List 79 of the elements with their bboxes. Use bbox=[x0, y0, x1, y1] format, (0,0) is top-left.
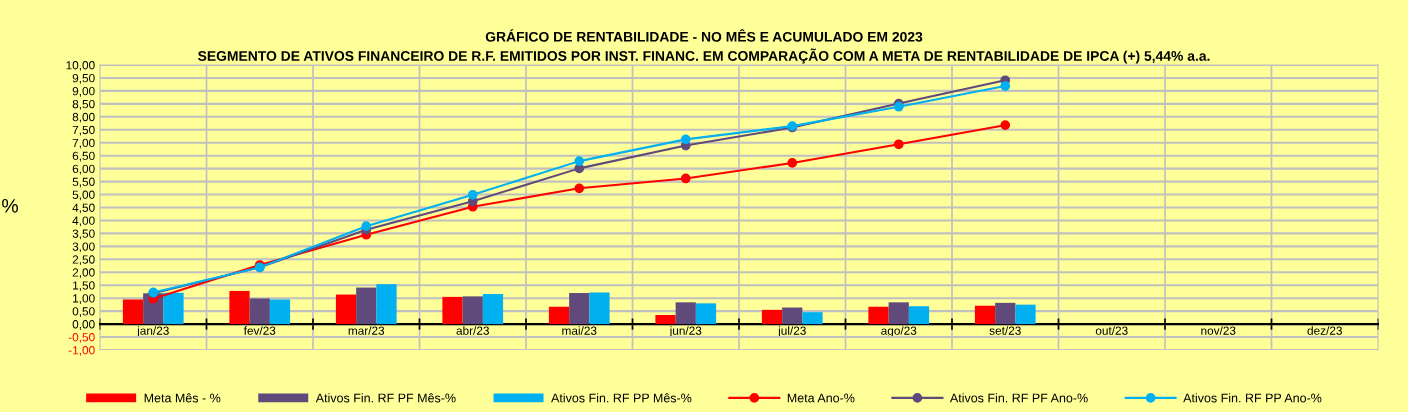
point bbox=[574, 183, 585, 194]
x-tick-label: mai/23 bbox=[562, 326, 597, 335]
point bbox=[1000, 120, 1011, 130]
x-tick-label: nov/23 bbox=[1201, 326, 1236, 335]
chart-subtitle: SEGMENTO DE ATIVOS FINANCEIRO DE R.F. EMITIDOS POR INST. FINANC. EM COMPARAÇÃO COM A META DE RENTABILIDADE DE IPCA (+) 5,44% a.a. bbox=[198, 48, 1210, 64]
y-tick-label: 0,50 bbox=[72, 307, 95, 317]
bar bbox=[675, 302, 696, 325]
x-tick-label: jul/23 bbox=[777, 326, 806, 338]
bar bbox=[335, 294, 357, 325]
point bbox=[680, 173, 691, 184]
bar bbox=[695, 303, 717, 325]
y-tick-label: 6,50 bbox=[72, 151, 95, 162]
bar bbox=[655, 315, 676, 325]
point bbox=[787, 158, 798, 168]
x-tick-label: set/23 bbox=[989, 326, 1021, 335]
y-axis-title: % bbox=[2, 199, 18, 213]
bar bbox=[548, 306, 570, 325]
bar bbox=[163, 292, 184, 325]
x-tick-label: abr/23 bbox=[456, 326, 489, 335]
point bbox=[680, 134, 691, 145]
x-tick-label: jun/23 bbox=[669, 326, 702, 338]
legend-label: Meta Mês - % bbox=[144, 393, 221, 403]
bar bbox=[782, 307, 803, 325]
bar bbox=[589, 292, 610, 325]
bar bbox=[908, 306, 930, 325]
y-tick-label: 8,50 bbox=[72, 99, 95, 110]
point bbox=[574, 156, 585, 166]
y-tick-label: 7,50 bbox=[72, 125, 95, 136]
x-tick-label: out/23 bbox=[1095, 326, 1128, 335]
bar bbox=[122, 299, 144, 325]
bar bbox=[482, 294, 504, 325]
y-tick-label: 5,00 bbox=[72, 190, 95, 201]
bar bbox=[888, 302, 909, 325]
y-tick-label: 4,00 bbox=[72, 216, 95, 227]
bar bbox=[868, 306, 889, 325]
bar bbox=[761, 309, 783, 325]
bar bbox=[462, 296, 483, 325]
y-tick-label: 2,00 bbox=[72, 268, 95, 279]
bar bbox=[356, 287, 377, 325]
y-tick-label: 0,00 bbox=[72, 320, 95, 330]
y-tick-label: 2,50 bbox=[72, 255, 95, 266]
legend-label: Ativos Fin. RF PF Mês-% bbox=[315, 393, 456, 403]
y-tick-label: 8,00 bbox=[72, 112, 95, 123]
legend-label: Ativos Fin. RF PP Ano-% bbox=[1183, 393, 1322, 403]
y-tick-label: 5,50 bbox=[72, 177, 95, 188]
y-tick-label: 9,00 bbox=[72, 86, 95, 97]
point bbox=[893, 139, 904, 150]
y-tick-label: 4,50 bbox=[72, 203, 95, 214]
bar bbox=[1015, 304, 1036, 325]
x-tick-label: fev/23 bbox=[243, 326, 276, 335]
y-tick-label: 3,00 bbox=[72, 242, 95, 253]
y-tick-label: 3,50 bbox=[72, 229, 95, 240]
bar bbox=[974, 305, 996, 325]
y-tick-label: 10,00 bbox=[66, 61, 95, 71]
bar bbox=[569, 293, 590, 325]
bar bbox=[269, 299, 291, 325]
bar bbox=[376, 284, 397, 325]
chart-title: GRÁFICO DE RENTABILIDADE - NO MÊS E ACUMULADO EM 2023 bbox=[485, 29, 923, 42]
legend-label: Meta Ano-% bbox=[787, 393, 855, 403]
point bbox=[1000, 81, 1011, 91]
y-tick-label: 1,00 bbox=[73, 294, 95, 304]
legend-label: Ativos Fin. RF PF Ano-% bbox=[949, 393, 1088, 403]
bar bbox=[802, 312, 823, 325]
x-tick-label: jan/23 bbox=[136, 326, 169, 338]
bar bbox=[995, 302, 1016, 325]
x-tick-label: ago/23 bbox=[881, 326, 917, 338]
y-tick-label: 9,50 bbox=[72, 73, 95, 84]
x-tick-label: mar/23 bbox=[348, 326, 385, 335]
y-tick-label: 7,00 bbox=[72, 138, 95, 149]
y-tick-label: 6,00 bbox=[72, 164, 95, 175]
x-tick-label: dez/23 bbox=[1307, 326, 1342, 335]
bar bbox=[442, 296, 463, 325]
legend-label: Ativos Fin. RF PP Mês-% bbox=[551, 393, 692, 403]
y-tick-label: 1,50 bbox=[73, 281, 95, 292]
y-tick-label: -1,00 bbox=[68, 346, 95, 356]
y-tick-label: -0,50 bbox=[68, 333, 95, 343]
point bbox=[467, 189, 478, 200]
bar bbox=[229, 290, 250, 325]
bar bbox=[249, 298, 270, 325]
